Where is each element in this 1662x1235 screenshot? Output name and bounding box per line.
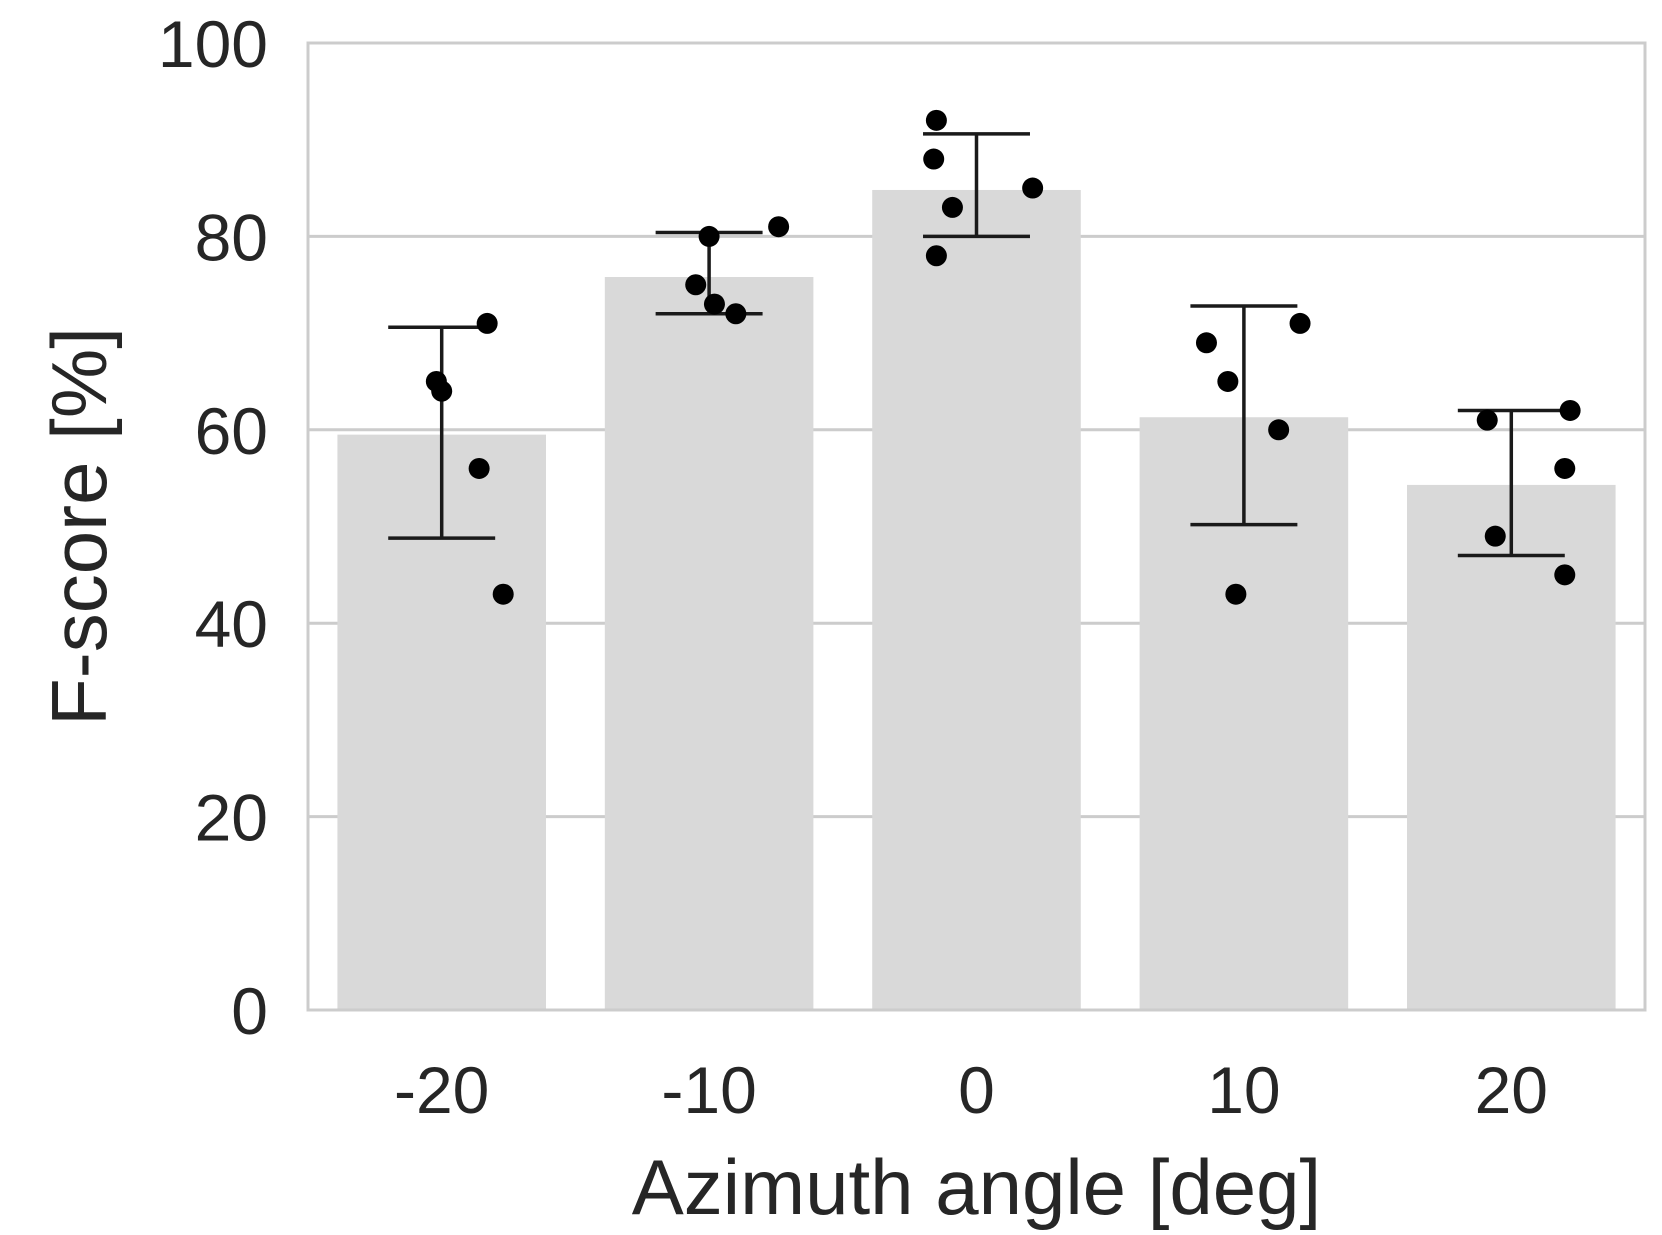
data-point (925, 109, 947, 131)
data-point (1554, 457, 1576, 479)
bar (1407, 484, 1616, 1010)
y-tick-label: 80 (195, 200, 268, 274)
data-point (492, 583, 514, 605)
data-point (768, 216, 790, 238)
y-tick-labels: 0 20 40 60 80 100 (158, 7, 268, 1048)
data-point (476, 312, 498, 334)
x-axis-label: Azimuth angle [deg] (632, 1143, 1321, 1231)
bars (337, 189, 1616, 1010)
data-point (1554, 564, 1576, 586)
data-point (431, 380, 453, 402)
x-tick-label: 20 (1475, 1053, 1548, 1127)
data-point (1289, 312, 1311, 334)
error-bar (923, 132, 1030, 239)
plot-frame (306, 41, 1647, 1012)
bar (604, 277, 814, 1010)
x-tick-labels: -20 -10 0 10 20 (394, 1053, 1548, 1127)
data-points (425, 109, 1581, 605)
data-point (1476, 409, 1498, 431)
data-point (1225, 583, 1247, 605)
data-point (725, 303, 747, 325)
data-point (703, 293, 725, 315)
y-tick-label: 40 (195, 587, 268, 661)
x-tick-label: 0 (958, 1053, 995, 1127)
y-tick-label: 20 (195, 781, 268, 855)
data-point (1022, 177, 1044, 199)
error-bar (1457, 408, 1565, 558)
data-point (925, 245, 947, 267)
data-point (698, 225, 720, 247)
data-point (468, 457, 490, 479)
data-point (685, 274, 707, 296)
data-point (1195, 332, 1217, 354)
x-tick-label: 10 (1207, 1053, 1280, 1127)
x-tick-label: -10 (661, 1053, 756, 1127)
x-tick-label: -20 (394, 1053, 489, 1127)
bar (872, 189, 1081, 1010)
data-point (1217, 370, 1239, 392)
data-point (1559, 399, 1581, 421)
data-point (941, 196, 963, 218)
y-tick-label: 100 (158, 7, 268, 81)
error-bar (388, 325, 496, 540)
error-bar (1190, 304, 1298, 527)
data-point (1268, 419, 1290, 441)
data-point (923, 148, 945, 170)
data-point (1484, 525, 1506, 547)
y-axis-label: F-score [%] (35, 327, 123, 726)
y-tick-label: 0 (231, 974, 268, 1048)
y-tick-label: 60 (195, 394, 268, 468)
